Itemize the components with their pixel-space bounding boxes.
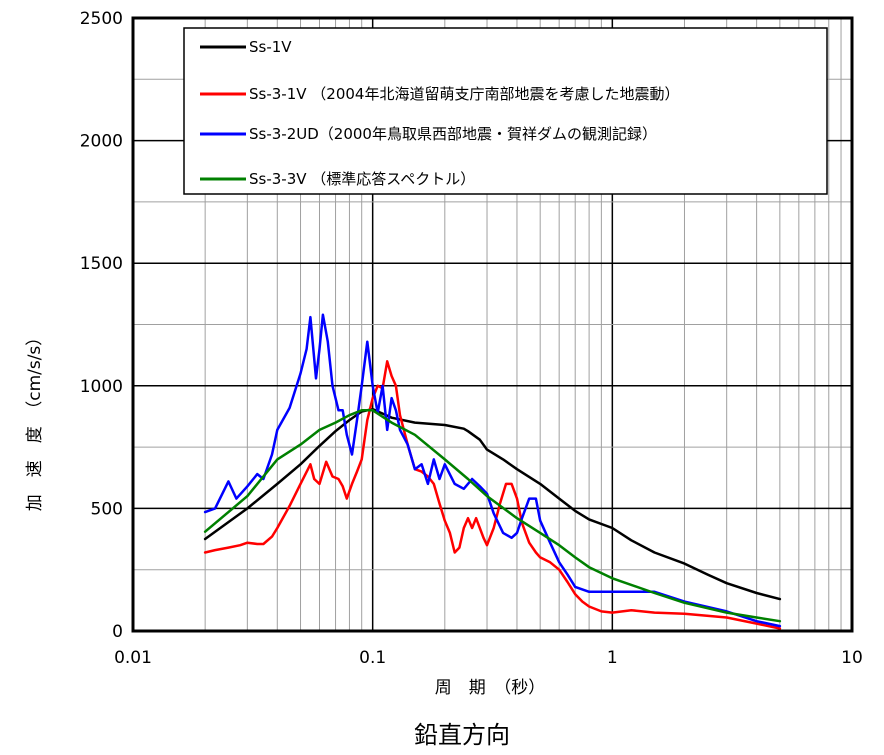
legend-label: Ss-3-3V （標準応答スペクトル）	[249, 170, 475, 188]
x-axis-title: 周 期 （秒）	[435, 678, 546, 698]
legend-label: Ss-3-2UD（2000年鳥取県西部地震・賀祥ダムの観測記録）	[249, 125, 657, 143]
x-tick-label: 0.1	[359, 648, 386, 668]
y-tick-label: 1000	[80, 377, 123, 397]
y-axis-title: 加 速 度 （cm/s/s）	[25, 329, 45, 512]
series-line-2	[203, 360, 782, 630]
legend-box	[183, 27, 828, 195]
y-tick-label: 0	[112, 622, 123, 642]
series-layer	[203, 313, 782, 630]
legend-label: Ss-1V	[249, 38, 292, 56]
chart-caption: 鉛直方向	[414, 721, 510, 749]
y-tick-label: 500	[91, 499, 123, 519]
x-tick-label: 10	[841, 648, 863, 668]
legend-entries: Ss-1V Ss-3-1V （2004年北海道留萌支庁南部地震を考慮した地震動） S…	[200, 38, 679, 188]
y-tick-label: 1500	[80, 254, 123, 274]
y-tick-labels: 0 500 1000 1500 2000 2500	[80, 9, 123, 642]
x-tick-label: 1	[607, 648, 618, 668]
series-line-1	[203, 407, 782, 601]
series-line-3	[203, 313, 782, 628]
plot-frame	[131, 16, 854, 633]
x-tick-labels: 0.01 0.1 1 10	[114, 648, 863, 668]
y-tick-label: 2000	[80, 132, 123, 152]
series-line-4	[203, 409, 782, 623]
legend-label: Ss-3-1V （2004年北海道留萌支庁南部地震を考慮した地震動）	[249, 85, 679, 103]
legend: Ss-1V Ss-3-1V （2004年北海道留萌支庁南部地震を考慮した地震動） S…	[183, 27, 828, 195]
x-tick-label: 0.01	[114, 648, 152, 668]
y-tick-label: 2500	[80, 9, 123, 29]
